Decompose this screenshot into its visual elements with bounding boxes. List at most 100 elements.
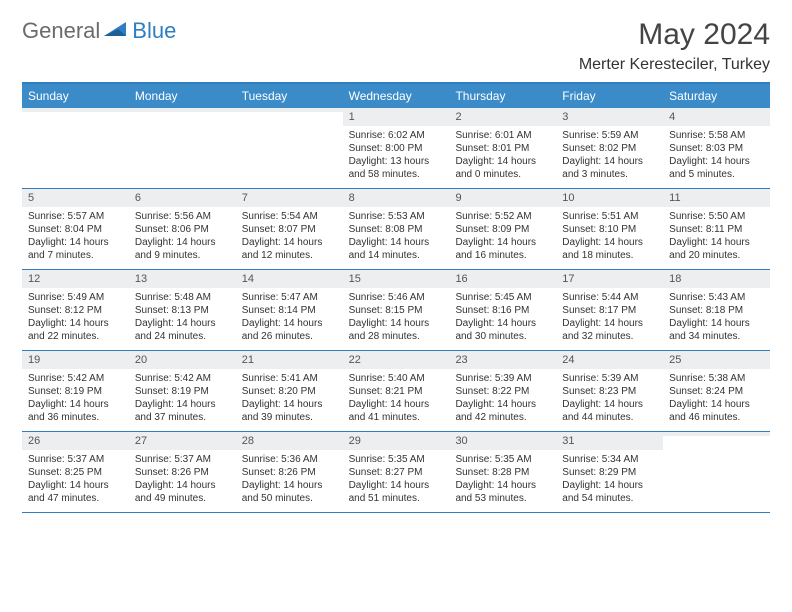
sunset-text: Sunset: 8:26 PM — [135, 466, 230, 479]
day-cell — [663, 432, 770, 512]
day-number — [663, 432, 770, 436]
sunrise-text: Sunrise: 5:48 AM — [135, 291, 230, 304]
day-cell: 19Sunrise: 5:42 AMSunset: 8:19 PMDayligh… — [22, 351, 129, 431]
day-cell: 3Sunrise: 5:59 AMSunset: 8:02 PMDaylight… — [556, 108, 663, 188]
day-body: Sunrise: 5:51 AMSunset: 8:10 PMDaylight:… — [556, 207, 663, 268]
day-cell: 9Sunrise: 5:52 AMSunset: 8:09 PMDaylight… — [449, 189, 556, 269]
day-body: Sunrise: 5:52 AMSunset: 8:09 PMDaylight:… — [449, 207, 556, 268]
daylight-text: Daylight: 14 hours and 41 minutes. — [349, 398, 444, 424]
sunset-text: Sunset: 8:17 PM — [562, 304, 657, 317]
daylight-text: Daylight: 14 hours and 5 minutes. — [669, 155, 764, 181]
day-number: 10 — [556, 189, 663, 207]
sunset-text: Sunset: 8:28 PM — [455, 466, 550, 479]
day-cell: 28Sunrise: 5:36 AMSunset: 8:26 PMDayligh… — [236, 432, 343, 512]
day-body: Sunrise: 5:35 AMSunset: 8:27 PMDaylight:… — [343, 450, 450, 511]
daylight-text: Daylight: 14 hours and 28 minutes. — [349, 317, 444, 343]
daylight-text: Daylight: 14 hours and 47 minutes. — [28, 479, 123, 505]
day-cell: 16Sunrise: 5:45 AMSunset: 8:16 PMDayligh… — [449, 270, 556, 350]
day-number: 11 — [663, 189, 770, 207]
sunrise-text: Sunrise: 5:54 AM — [242, 210, 337, 223]
sunrise-text: Sunrise: 5:56 AM — [135, 210, 230, 223]
sunset-text: Sunset: 8:06 PM — [135, 223, 230, 236]
day-body: Sunrise: 6:02 AMSunset: 8:00 PMDaylight:… — [343, 126, 450, 187]
sunset-text: Sunset: 8:13 PM — [135, 304, 230, 317]
day-number: 4 — [663, 108, 770, 126]
day-number: 24 — [556, 351, 663, 369]
day-number: 21 — [236, 351, 343, 369]
day-cell — [129, 108, 236, 188]
day-number: 9 — [449, 189, 556, 207]
logo-text-blue: Blue — [132, 18, 176, 44]
sunrise-text: Sunrise: 5:39 AM — [562, 372, 657, 385]
sunset-text: Sunset: 8:24 PM — [669, 385, 764, 398]
day-body: Sunrise: 5:46 AMSunset: 8:15 PMDaylight:… — [343, 288, 450, 349]
weekday-header: Tuesday — [236, 84, 343, 108]
sunrise-text: Sunrise: 5:35 AM — [349, 453, 444, 466]
sunrise-text: Sunrise: 5:44 AM — [562, 291, 657, 304]
sunset-text: Sunset: 8:19 PM — [28, 385, 123, 398]
sunrise-text: Sunrise: 5:51 AM — [562, 210, 657, 223]
daylight-text: Daylight: 14 hours and 0 minutes. — [455, 155, 550, 181]
day-body: Sunrise: 5:50 AMSunset: 8:11 PMDaylight:… — [663, 207, 770, 268]
day-cell: 25Sunrise: 5:38 AMSunset: 8:24 PMDayligh… — [663, 351, 770, 431]
sunset-text: Sunset: 8:15 PM — [349, 304, 444, 317]
day-cell: 4Sunrise: 5:58 AMSunset: 8:03 PMDaylight… — [663, 108, 770, 188]
day-cell: 7Sunrise: 5:54 AMSunset: 8:07 PMDaylight… — [236, 189, 343, 269]
day-number: 15 — [343, 270, 450, 288]
day-body: Sunrise: 5:35 AMSunset: 8:28 PMDaylight:… — [449, 450, 556, 511]
week-row: 19Sunrise: 5:42 AMSunset: 8:19 PMDayligh… — [22, 351, 770, 432]
weekday-header-row: Sunday Monday Tuesday Wednesday Thursday… — [22, 84, 770, 108]
sunset-text: Sunset: 8:08 PM — [349, 223, 444, 236]
day-body: Sunrise: 5:39 AMSunset: 8:22 PMDaylight:… — [449, 369, 556, 430]
day-number: 7 — [236, 189, 343, 207]
sunset-text: Sunset: 8:26 PM — [242, 466, 337, 479]
day-number: 29 — [343, 432, 450, 450]
day-body: Sunrise: 5:42 AMSunset: 8:19 PMDaylight:… — [129, 369, 236, 430]
daylight-text: Daylight: 14 hours and 16 minutes. — [455, 236, 550, 262]
day-number: 2 — [449, 108, 556, 126]
sunrise-text: Sunrise: 6:01 AM — [455, 129, 550, 142]
weekday-header: Thursday — [449, 84, 556, 108]
daylight-text: Daylight: 14 hours and 22 minutes. — [28, 317, 123, 343]
day-body: Sunrise: 5:49 AMSunset: 8:12 PMDaylight:… — [22, 288, 129, 349]
day-body: Sunrise: 5:44 AMSunset: 8:17 PMDaylight:… — [556, 288, 663, 349]
day-body: Sunrise: 5:42 AMSunset: 8:19 PMDaylight:… — [22, 369, 129, 430]
sunrise-text: Sunrise: 5:37 AM — [135, 453, 230, 466]
sunrise-text: Sunrise: 5:47 AM — [242, 291, 337, 304]
sunrise-text: Sunrise: 5:52 AM — [455, 210, 550, 223]
day-body: Sunrise: 5:58 AMSunset: 8:03 PMDaylight:… — [663, 126, 770, 187]
day-number: 5 — [22, 189, 129, 207]
day-number: 19 — [22, 351, 129, 369]
sunrise-text: Sunrise: 5:37 AM — [28, 453, 123, 466]
weekday-header: Monday — [129, 84, 236, 108]
sunrise-text: Sunrise: 5:50 AM — [669, 210, 764, 223]
day-body: Sunrise: 5:53 AMSunset: 8:08 PMDaylight:… — [343, 207, 450, 268]
sunset-text: Sunset: 8:20 PM — [242, 385, 337, 398]
sunset-text: Sunset: 8:10 PM — [562, 223, 657, 236]
daylight-text: Daylight: 14 hours and 49 minutes. — [135, 479, 230, 505]
day-cell: 10Sunrise: 5:51 AMSunset: 8:10 PMDayligh… — [556, 189, 663, 269]
day-cell: 13Sunrise: 5:48 AMSunset: 8:13 PMDayligh… — [129, 270, 236, 350]
daylight-text: Daylight: 14 hours and 50 minutes. — [242, 479, 337, 505]
sunset-text: Sunset: 8:03 PM — [669, 142, 764, 155]
sunset-text: Sunset: 8:09 PM — [455, 223, 550, 236]
day-number: 30 — [449, 432, 556, 450]
sunset-text: Sunset: 8:23 PM — [562, 385, 657, 398]
daylight-text: Daylight: 14 hours and 37 minutes. — [135, 398, 230, 424]
day-body: Sunrise: 5:38 AMSunset: 8:24 PMDaylight:… — [663, 369, 770, 430]
sunset-text: Sunset: 8:14 PM — [242, 304, 337, 317]
daylight-text: Daylight: 14 hours and 44 minutes. — [562, 398, 657, 424]
day-body: Sunrise: 5:39 AMSunset: 8:23 PMDaylight:… — [556, 369, 663, 430]
day-cell: 14Sunrise: 5:47 AMSunset: 8:14 PMDayligh… — [236, 270, 343, 350]
day-body: Sunrise: 5:37 AMSunset: 8:26 PMDaylight:… — [129, 450, 236, 511]
day-cell: 5Sunrise: 5:57 AMSunset: 8:04 PMDaylight… — [22, 189, 129, 269]
day-number: 23 — [449, 351, 556, 369]
day-number: 12 — [22, 270, 129, 288]
sunset-text: Sunset: 8:27 PM — [349, 466, 444, 479]
day-cell — [236, 108, 343, 188]
sunrise-text: Sunrise: 5:35 AM — [455, 453, 550, 466]
sunset-text: Sunset: 8:25 PM — [28, 466, 123, 479]
daylight-text: Daylight: 14 hours and 32 minutes. — [562, 317, 657, 343]
daylight-text: Daylight: 14 hours and 34 minutes. — [669, 317, 764, 343]
day-number: 22 — [343, 351, 450, 369]
